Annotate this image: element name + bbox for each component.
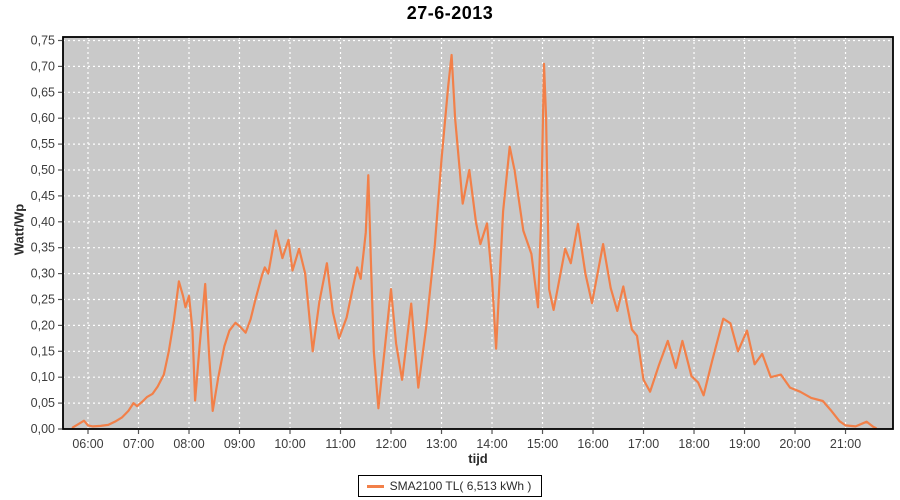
y-tick-label: 0,35 bbox=[31, 241, 55, 255]
series-line bbox=[71, 53, 877, 430]
x-axis-label: tijd bbox=[468, 451, 488, 466]
x-tick-label: 09:00 bbox=[224, 437, 255, 451]
y-tick-label: 0,45 bbox=[31, 189, 55, 203]
x-tick-label: 14:00 bbox=[476, 437, 507, 451]
x-tick-label: 10:00 bbox=[274, 437, 305, 451]
x-tick-label: 08:00 bbox=[173, 437, 204, 451]
x-tick-label: 12:00 bbox=[375, 437, 406, 451]
x-tick-label: 16:00 bbox=[577, 437, 608, 451]
legend-box: SMA2100 TL( 6,513 kWh ) bbox=[357, 475, 543, 497]
x-tick-label: 07:00 bbox=[123, 437, 154, 451]
y-tick-label: 0,10 bbox=[31, 370, 55, 384]
y-tick-label: 0,30 bbox=[31, 267, 55, 281]
legend: SMA2100 TL( 6,513 kWh ) bbox=[0, 475, 900, 497]
x-tick-label: 20:00 bbox=[779, 437, 810, 451]
y-tick-label: 0,00 bbox=[31, 422, 55, 436]
x-tick-label: 06:00 bbox=[72, 437, 103, 451]
y-tick-label: 0,55 bbox=[31, 137, 55, 151]
y-tick-label: 0,60 bbox=[31, 111, 55, 125]
y-tick-label: 0,70 bbox=[31, 59, 55, 73]
legend-series-label: SMA2100 TL( 6,513 kWh ) bbox=[389, 479, 532, 493]
x-tick-label: 17:00 bbox=[628, 437, 659, 451]
x-tick-label: 15:00 bbox=[527, 437, 558, 451]
x-tick-label: 21:00 bbox=[830, 437, 861, 451]
y-tick-label: 0,50 bbox=[31, 163, 55, 177]
y-tick-label: 0,20 bbox=[31, 318, 55, 332]
y-tick-label: 0,65 bbox=[31, 85, 55, 99]
y-tick-label: 0,25 bbox=[31, 293, 55, 307]
x-tick-label: 13:00 bbox=[426, 437, 457, 451]
y-tick-label: 0,05 bbox=[31, 396, 55, 410]
x-tick-label: 11:00 bbox=[325, 437, 355, 451]
y-tick-label: 0,15 bbox=[31, 344, 55, 358]
series-line-swatch-icon bbox=[366, 484, 384, 488]
x-tick-label: 18:00 bbox=[678, 437, 709, 451]
y-axis-label: Watt/Wp bbox=[11, 203, 27, 256]
chart-title: 27-6-2013 bbox=[406, 3, 494, 23]
plot-border bbox=[62, 36, 894, 430]
y-tick-label: 0,40 bbox=[31, 215, 55, 229]
y-tick-label: 0,75 bbox=[31, 34, 55, 48]
x-tick-label: 19:00 bbox=[729, 437, 760, 451]
